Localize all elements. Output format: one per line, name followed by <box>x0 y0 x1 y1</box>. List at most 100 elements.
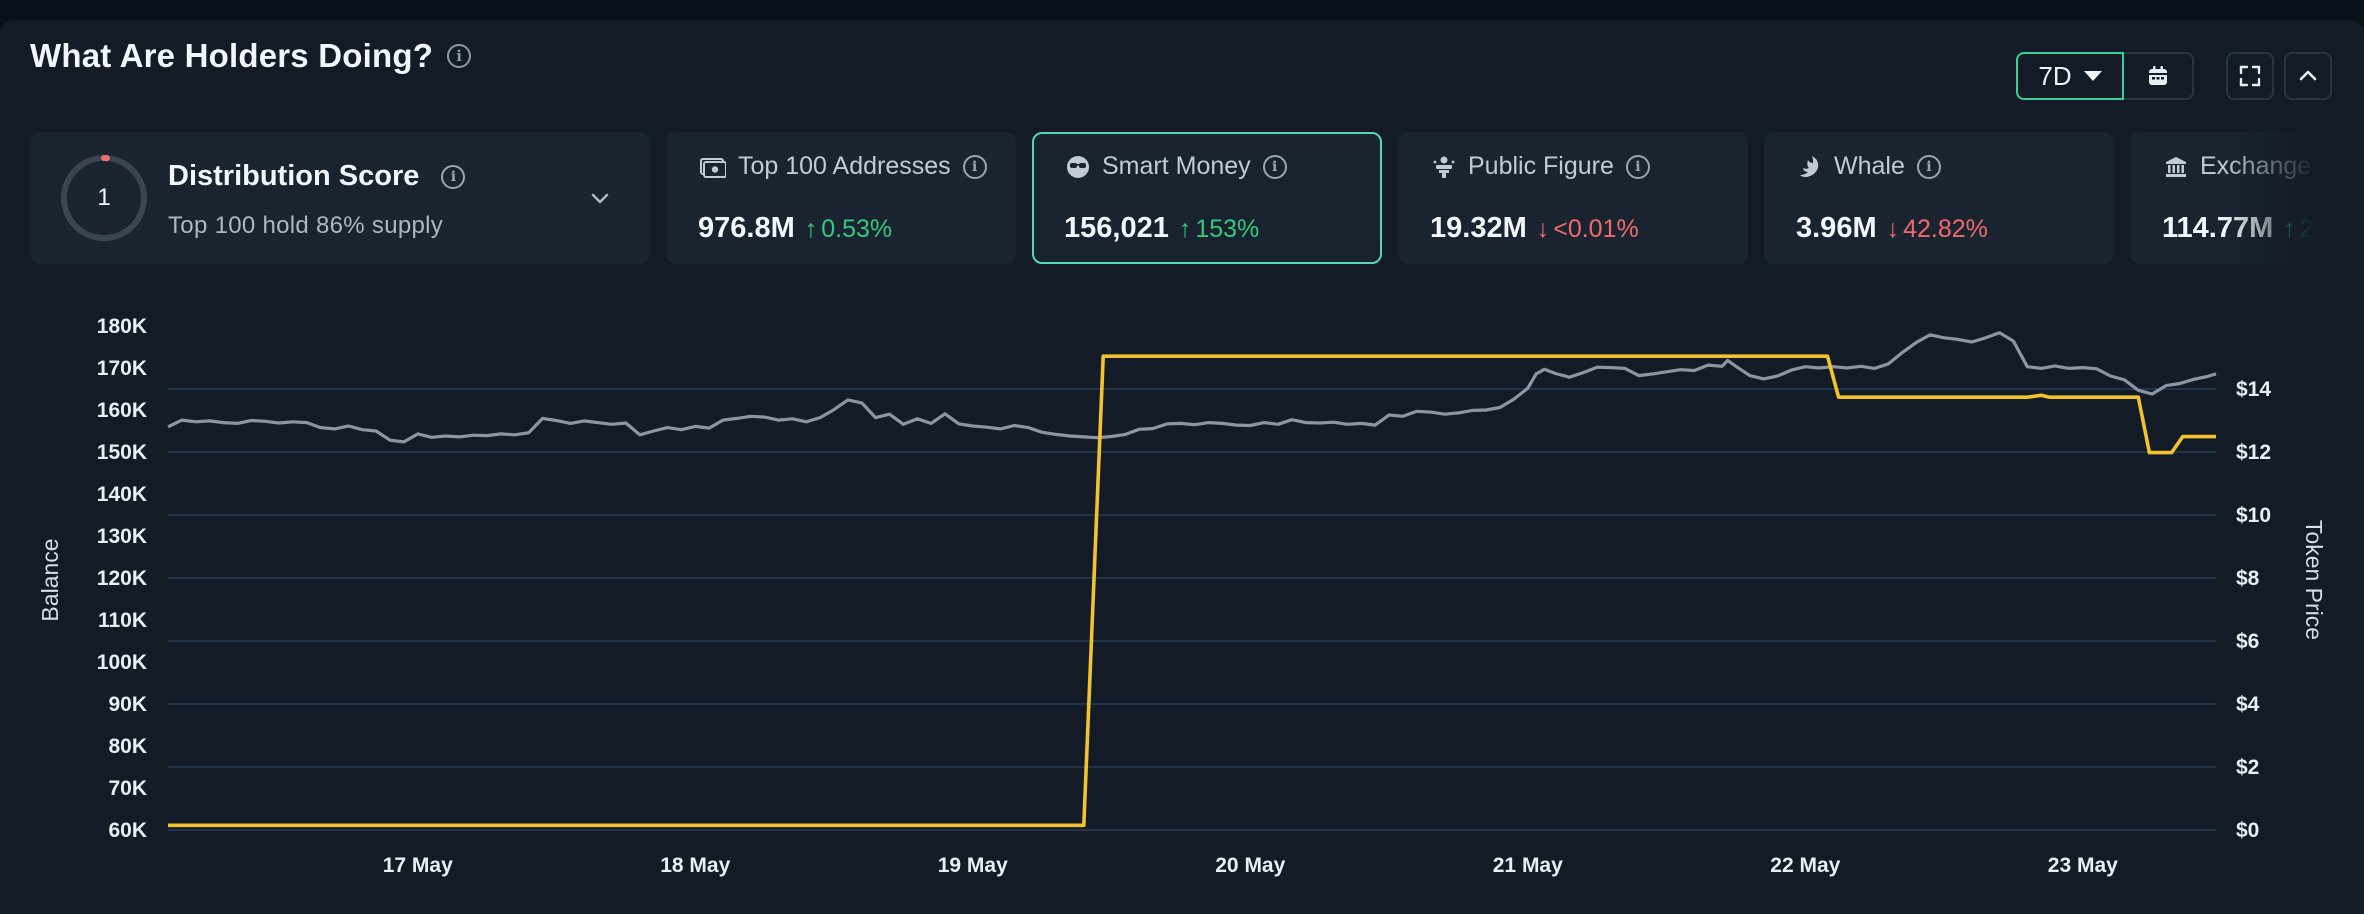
change-badge: ↑ 0.53% <box>805 215 892 244</box>
y-tick-label: 110K <box>98 609 147 632</box>
y-tick-label: 170K <box>97 357 147 380</box>
card-value: 3.96M <box>1796 212 1877 244</box>
caret-down-icon <box>2083 71 2102 81</box>
chart-grid <box>168 388 2216 831</box>
calendar-icon <box>2149 66 2167 85</box>
distribution-subtitle: Top 100 hold 86% supply <box>168 212 444 239</box>
card-value-row: 19.32M ↓ <0.01% <box>1430 212 1639 245</box>
x-tick-label: 23 May <box>2048 854 2118 877</box>
y-tick-label: 100K <box>97 651 147 674</box>
holder-cards: 1 Distribution Score i Top 100 hold 86% … <box>30 132 2334 264</box>
collapse-button[interactable] <box>2284 52 2332 100</box>
card-label-row: Smart Money i <box>1066 152 1287 181</box>
expand-icon <box>2239 65 2261 87</box>
time-range-label: 7D <box>2038 60 2072 91</box>
panel-controls: 7D <box>2016 52 2332 100</box>
whale-icon <box>1800 155 1819 177</box>
calendar-button[interactable] <box>2124 52 2194 100</box>
info-icon[interactable]: i <box>962 154 987 179</box>
y-tick-label: 80K <box>108 735 147 758</box>
title-info-icon[interactable]: i <box>447 44 472 68</box>
change-badge: ↑ 153% <box>1179 215 1259 244</box>
card-label: Whale <box>1834 152 1905 180</box>
x-tick-label: 22 May <box>1770 854 1840 877</box>
y-tick-label: 120K <box>97 567 147 590</box>
arrow-up-icon: ↑ <box>804 215 818 243</box>
y-axis-right: $0 $2 $4 $6 $8 $10 $12 $14 <box>2236 378 2271 842</box>
y2-tick-label: $8 <box>2236 567 2260 590</box>
score-value: 1 <box>97 184 111 211</box>
y-axis-title: Balance <box>37 538 63 621</box>
card-smart-money[interactable]: Smart Money i 156,021 ↑ 153% <box>1032 132 1382 264</box>
card-label-row: Top 100 Addresses i <box>700 152 987 181</box>
distribution-score-card[interactable]: 1 Distribution Score i Top 100 hold 86% … <box>30 132 650 264</box>
card-value-row: 976.8M ↑ 0.53% <box>698 212 892 245</box>
title-row: What Are Holders Doing? i <box>30 36 472 76</box>
chevron-up-icon <box>2299 70 2317 81</box>
y-tick-label: 70K <box>108 777 147 800</box>
y-tick-label: 140K <box>97 483 147 506</box>
y-tick-label: 130K <box>97 525 147 548</box>
info-icon[interactable]: i <box>1625 154 1650 179</box>
sunglasses-icon <box>1067 155 1089 178</box>
card-label: Top 100 Addresses <box>738 152 951 180</box>
panel-title: What Are Holders Doing? <box>30 37 434 74</box>
cards-scroll-fade <box>2224 132 2334 264</box>
fullscreen-button[interactable] <box>2226 52 2274 100</box>
y2-tick-label: $2 <box>2236 756 2259 779</box>
distribution-title-row: Distribution Score i <box>168 160 466 193</box>
card-value-row: 156,021 ↑ 153% <box>1064 212 1259 245</box>
info-icon[interactable]: i <box>1262 154 1287 179</box>
y2-tick-label: $12 <box>2236 441 2271 464</box>
holders-chart: 60K 70K 80K 90K 100K 110K 120K 130K 140K 150K 160K… <box>37 315 2327 877</box>
y2-tick-label: $0 <box>2236 819 2259 842</box>
card-label: Public Figure <box>1468 152 1614 180</box>
change-value: <0.01% <box>1553 215 1639 243</box>
change-value: 153% <box>1195 215 1260 243</box>
card-value: 156,021 <box>1064 212 1169 244</box>
x-tick-label: 17 May <box>383 854 453 877</box>
chevron-down-icon[interactable] <box>588 186 612 210</box>
y-tick-label: 150K <box>97 441 147 464</box>
x-axis: 17 May 18 May 19 May 20 May 21 May 22 May 23 M… <box>383 854 2118 877</box>
x-tick-label: 21 May <box>1493 854 1563 877</box>
change-badge: ↓ 42.82% <box>1887 215 1988 244</box>
y2-tick-label: $6 <box>2236 630 2259 653</box>
distribution-title: Distribution Score <box>168 160 420 192</box>
x-tick-label: 19 May <box>938 854 1008 877</box>
score-ring <box>61 155 147 241</box>
podium-icon <box>1433 156 1455 178</box>
arrow-down-icon: ↓ <box>1536 215 1550 243</box>
y-axis-left: 60K 70K 80K 90K 100K 110K 120K 130K 140K 150K 160K… <box>97 315 147 842</box>
time-range-dropdown[interactable]: 7D <box>2016 52 2124 100</box>
chart-series <box>167 331 2217 828</box>
y2-tick-label: $14 <box>2236 378 2271 401</box>
y-tick-label: 180K <box>97 315 147 338</box>
card-label-row: Whale i <box>1798 152 1941 181</box>
change-value: 42.82% <box>1903 215 1988 243</box>
y-tick-label: 60K <box>108 819 147 842</box>
card-top-100-addresses[interactable]: Top 100 Addresses i 976.8M ↑ 0.53% <box>666 132 1016 264</box>
bank-icon <box>2166 156 2186 177</box>
token-price-line <box>168 354 2216 828</box>
card-value: 976.8M <box>698 212 795 244</box>
arrow-up-icon: ↑ <box>1178 215 1192 243</box>
y-tick-label: 90K <box>108 693 147 716</box>
card-label: Smart Money <box>1102 152 1251 180</box>
card-public-figure[interactable]: Public Figure i 19.32M ↓ <0.01% <box>1398 132 1748 264</box>
balance-line <box>167 331 2217 444</box>
change-value: 0.53% <box>821 215 893 243</box>
y2-tick-label: $4 <box>2236 693 2260 716</box>
y2-axis-title: Token Price <box>2301 520 2327 640</box>
y2-tick-label: $10 <box>2236 504 2271 527</box>
card-value: 19.32M <box>1430 212 1527 244</box>
x-tick-label: 20 May <box>1215 854 1285 877</box>
card-whale[interactable]: Whale i 3.96M ↓ 42.82% <box>1764 132 2114 264</box>
change-badge: ↓ <0.01% <box>1537 215 1639 244</box>
card-value-row: 3.96M ↓ 42.82% <box>1796 212 1988 245</box>
arrow-down-icon: ↓ <box>1886 215 1900 243</box>
cash-icon <box>700 157 726 178</box>
info-icon[interactable]: i <box>1916 154 1941 179</box>
distribution-info-icon[interactable]: i <box>441 164 466 189</box>
x-tick-label: 18 May <box>660 854 730 877</box>
